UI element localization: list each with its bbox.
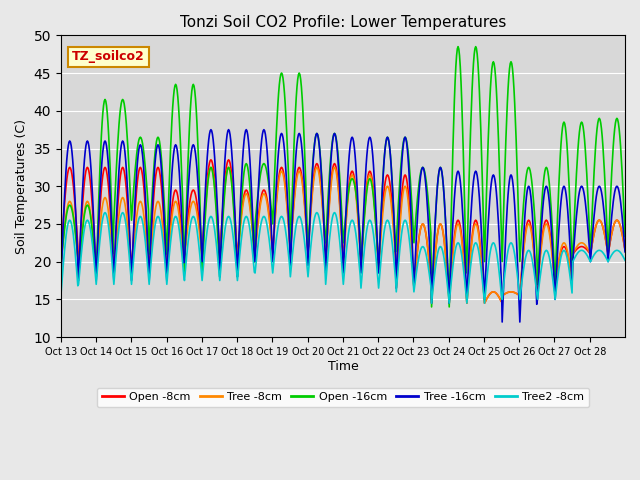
Tree -8cm <box>255 209 263 215</box>
Open -16cm <box>433 193 440 199</box>
Tree -8cm <box>402 184 410 190</box>
Text: TZ_soilco2: TZ_soilco2 <box>72 50 145 63</box>
Tree -8cm <box>434 232 442 238</box>
Open -8cm <box>57 255 65 261</box>
Line: Open -8cm: Open -8cm <box>61 160 625 303</box>
Tree2 -8cm <box>621 257 629 263</box>
Tree -16cm <box>434 183 442 189</box>
Tree2 -8cm <box>277 214 285 220</box>
Line: Open -16cm: Open -16cm <box>61 47 625 307</box>
Tree -16cm <box>124 179 131 185</box>
Tree -16cm <box>277 132 285 137</box>
Y-axis label: Soil Temperatures (C): Soil Temperatures (C) <box>15 119 28 254</box>
Open -16cm <box>401 134 409 140</box>
Tree2 -8cm <box>57 293 65 299</box>
Open -8cm <box>207 157 215 163</box>
Open -16cm <box>454 44 462 49</box>
Tree2 -8cm <box>445 300 453 306</box>
X-axis label: Time: Time <box>328 360 358 372</box>
Tree -16cm <box>402 135 410 141</box>
Tree -8cm <box>277 169 285 175</box>
Tree -8cm <box>57 263 65 268</box>
Title: Tonzi Soil CO2 Profile: Lower Temperatures: Tonzi Soil CO2 Profile: Lower Temperatur… <box>180 15 506 30</box>
Open -16cm <box>445 304 453 310</box>
Tree -8cm <box>124 218 131 224</box>
Open -16cm <box>227 173 235 179</box>
Tree -8cm <box>445 300 453 306</box>
Open -16cm <box>276 75 284 81</box>
Tree -16cm <box>516 319 524 325</box>
Line: Tree -8cm: Tree -8cm <box>61 168 625 303</box>
Tree -16cm <box>228 146 236 152</box>
Tree2 -8cm <box>101 210 109 216</box>
Open -16cm <box>124 132 131 138</box>
Open -8cm <box>277 165 285 171</box>
Open -8cm <box>434 231 442 237</box>
Tree -8cm <box>228 177 236 183</box>
Tree -16cm <box>207 127 215 132</box>
Tree2 -8cm <box>255 230 263 236</box>
Open -8cm <box>228 170 236 176</box>
Open -8cm <box>124 195 131 201</box>
Tree -16cm <box>57 277 65 283</box>
Tree2 -8cm <box>124 238 132 243</box>
Line: Tree2 -8cm: Tree2 -8cm <box>61 213 625 303</box>
Tree -16cm <box>255 166 263 171</box>
Tree2 -8cm <box>434 252 442 257</box>
Open -8cm <box>402 173 410 179</box>
Tree -8cm <box>207 165 215 170</box>
Line: Tree -16cm: Tree -16cm <box>61 130 625 322</box>
Open -8cm <box>481 300 488 306</box>
Open -8cm <box>255 205 263 211</box>
Tree -8cm <box>621 247 629 252</box>
Tree -16cm <box>621 249 629 255</box>
Tree2 -8cm <box>402 218 410 224</box>
Tree2 -8cm <box>228 222 236 228</box>
Open -16cm <box>57 263 65 268</box>
Open -16cm <box>255 184 262 190</box>
Open -16cm <box>621 233 629 239</box>
Legend: Open -8cm, Tree -8cm, Open -16cm, Tree -16cm, Tree2 -8cm: Open -8cm, Tree -8cm, Open -16cm, Tree -… <box>97 388 589 407</box>
Open -8cm <box>621 247 629 252</box>
